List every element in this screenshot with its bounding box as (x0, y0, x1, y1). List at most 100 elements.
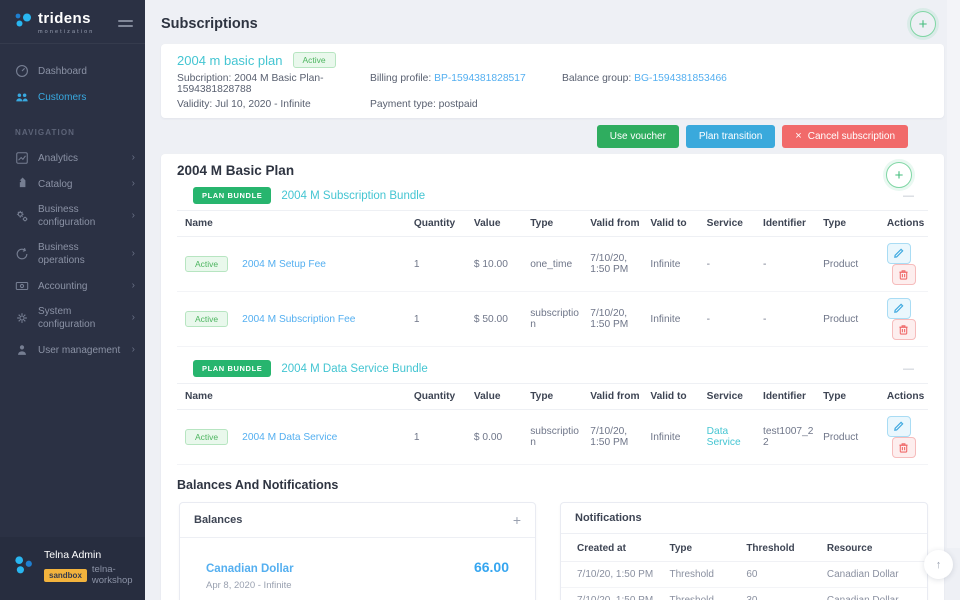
menu-toggle-icon[interactable] (118, 17, 133, 30)
notifications-title: Notifications (575, 512, 642, 524)
col-service: Service (702, 383, 759, 410)
trash-icon (899, 325, 909, 335)
col-valid-to: Valid to (646, 210, 703, 237)
item-link[interactable]: 2004 M Subscription Fee (242, 313, 356, 325)
add-balance-icon[interactable]: + (512, 512, 521, 528)
status-badge: Active (185, 429, 229, 445)
col-identifier: Identifier (758, 383, 820, 410)
col-value: Value (469, 383, 527, 410)
plan-title: 2004 M Basic Plan (177, 163, 295, 178)
trash-icon (899, 270, 909, 280)
table-row: 7/10/20, 1:50 PM Threshold 60 Canadian D… (561, 561, 927, 588)
item-link[interactable]: 2004 M Setup Fee (242, 258, 326, 270)
main-content: Subscriptions + 2004 m basic plan Active… (145, 0, 960, 600)
sidebar-item-business-operations[interactable]: Business operations › (0, 235, 145, 273)
billing-profile-label: Billing profile: (370, 73, 435, 84)
col-type2: Type (819, 210, 883, 237)
payment-type-text: Payment type: postpaid (370, 99, 478, 110)
business-configuration-icon (16, 210, 28, 222)
delete-button[interactable] (891, 264, 916, 285)
sidebar-nav: Dashboard Customers NAVIGATION Analytics… (0, 44, 145, 363)
balances-title: Balances (194, 514, 243, 526)
status-badge: Active (185, 311, 229, 327)
user-name: Telna Admin (44, 549, 102, 561)
sidebar-item-catalog[interactable]: Catalog › (0, 171, 145, 197)
sidebar-item-user-management[interactable]: User management › (0, 337, 145, 363)
bundle-link[interactable]: 2004 M Subscription Bundle (281, 189, 426, 202)
brand-tagline: monetization (38, 29, 95, 35)
logo-row: tridens monetization (0, 0, 145, 44)
notifications-card: Notifications Created at Type Threshold … (560, 502, 928, 600)
chevron-right-icon: › (131, 280, 135, 291)
sidebar-item-analytics[interactable]: Analytics › (0, 145, 145, 171)
collapse-icon[interactable]: — (903, 189, 914, 202)
chevron-right-icon: › (131, 178, 135, 189)
table-row: Active 2004 M Setup Fee 1 $ 10.00 one_tim… (177, 236, 928, 292)
col-created-at: Created at (561, 534, 664, 562)
chevron-right-icon: › (131, 210, 135, 221)
scrollbar[interactable] (947, 0, 960, 548)
use-voucher-button[interactable]: Use voucher (596, 125, 679, 148)
delete-button[interactable] (891, 319, 916, 340)
dashboard-icon (16, 65, 28, 77)
balance-entry: Canadian Dollar Apr 8, 2020 - Infinite 6… (180, 538, 535, 591)
bundle-link[interactable]: 2004 M Data Service Bundle (281, 362, 428, 375)
accounting-icon (15, 281, 29, 291)
chevron-right-icon: › (131, 248, 135, 259)
sidebar-item-customers[interactable]: Customers (0, 84, 145, 110)
balance-group-label: Balance group: (562, 73, 635, 84)
sidebar-item-system-configuration[interactable]: System configuration › (0, 299, 145, 337)
trash-icon (899, 443, 909, 453)
col-name: Name (177, 210, 410, 237)
col-valid-to: Valid to (646, 383, 703, 410)
edit-button[interactable] (886, 416, 911, 437)
subscription-plan-link[interactable]: 2004 m basic plan (177, 52, 283, 68)
sidebar-item-dashboard[interactable]: Dashboard (0, 58, 145, 84)
col-type2: Type (819, 383, 883, 410)
col-valid-from: Valid from (586, 383, 647, 410)
add-subscription-button[interactable]: + (910, 11, 936, 37)
bundle-items-table: Name Quantity Value Type Valid from Vali… (177, 210, 928, 347)
subscription-id-text: Subcription: 2004 M Basic Plan-159438182… (177, 73, 324, 95)
balances-card: Balances + Canadian Dollar Apr 8, 2020 -… (179, 502, 536, 600)
chevron-right-icon: › (131, 312, 135, 323)
service-link[interactable]: Data Service (706, 426, 741, 448)
subscription-actions: Use voucher Plan transition × Cancel sub… (161, 125, 908, 148)
nav-section-label: NAVIGATION (15, 128, 76, 137)
billing-profile-link[interactable]: BP-1594381828517 (434, 73, 526, 84)
edit-button[interactable] (886, 298, 911, 319)
col-service: Service (702, 210, 759, 237)
business-operations-icon (16, 248, 28, 260)
item-link[interactable]: 2004 M Data Service (242, 431, 338, 443)
page-header: Subscriptions + (161, 0, 944, 44)
balances-notifications-heading: Balances And Notifications (177, 478, 339, 492)
col-identifier: Identifier (758, 210, 820, 237)
collapse-icon[interactable]: — (903, 362, 914, 375)
balance-group-link[interactable]: BG-1594381853466 (634, 73, 727, 84)
sidebar-item-accounting[interactable]: Accounting › (0, 273, 145, 299)
plan-transition-button[interactable]: Plan transition (685, 125, 776, 148)
user-block[interactable]: Telna Admin sandbox telna-workshop (0, 537, 145, 600)
balance-currency-link[interactable]: Canadian Dollar (206, 563, 294, 575)
customers-icon (16, 93, 28, 102)
bundle-header: PLAN BUNDLE 2004 M Data Service Bundle — (193, 360, 914, 377)
arrow-up-icon: ↑ (935, 558, 942, 571)
cancel-subscription-button[interactable]: × Cancel subscription (782, 125, 908, 148)
notifications-table: Created at Type Threshold Resource 7/10/… (561, 534, 927, 600)
edit-button[interactable] (886, 243, 911, 264)
balance-amount: 66.00 (473, 559, 509, 575)
plus-icon: + (918, 15, 928, 33)
chevron-right-icon: › (131, 344, 135, 355)
add-bundle-button[interactable]: + (886, 162, 912, 188)
sidebar-item-business-configuration[interactable]: Business configuration › (0, 197, 145, 235)
col-quantity: Quantity (409, 383, 470, 410)
pencil-icon (894, 248, 904, 258)
status-badge: Active (185, 256, 229, 272)
page-title: Subscriptions (161, 16, 258, 32)
subscription-summary-card: 2004 m basic plan Active Subcription: 20… (161, 44, 944, 118)
scroll-to-top-button[interactable]: ↑ (924, 550, 953, 579)
col-quantity: Quantity (409, 210, 470, 237)
status-badge: Active (292, 52, 336, 68)
delete-button[interactable] (891, 437, 916, 458)
